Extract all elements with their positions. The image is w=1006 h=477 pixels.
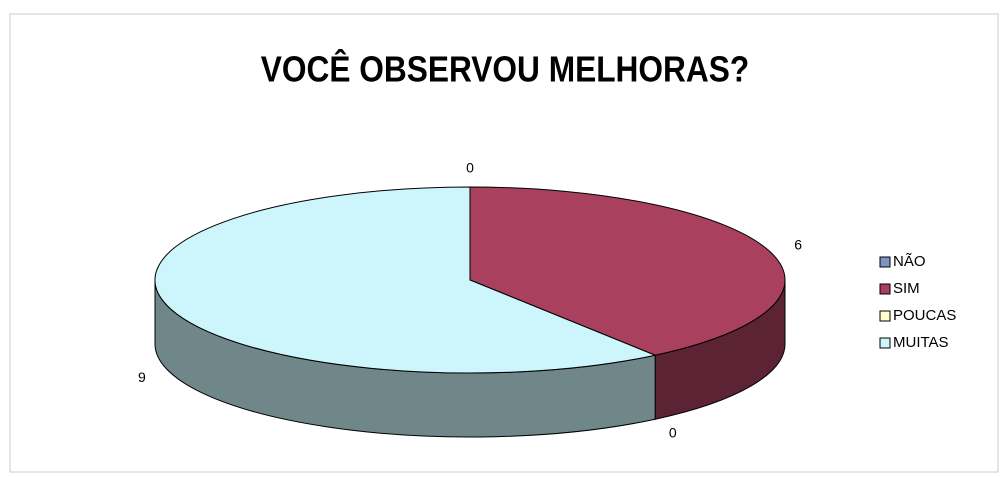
legend-label: SIM: [893, 280, 920, 297]
data-label: 0: [669, 425, 677, 441]
legend-swatch: [879, 310, 891, 322]
legend-label: MUITAS: [893, 334, 949, 351]
slice-top: [469, 186, 786, 356]
legend-swatch: [879, 337, 891, 349]
legend-label: NÃO: [893, 253, 926, 270]
legend-label: POUCAS: [893, 307, 956, 324]
data-label: 9: [138, 369, 146, 385]
data-label: 6: [794, 236, 802, 252]
chart-title: VOCÊ OBSERVOU MELHORAS?: [261, 50, 749, 90]
legend-swatch: [879, 283, 891, 295]
data-label: 0: [466, 160, 474, 176]
legend-swatch: [879, 256, 891, 268]
slice-top: [154, 186, 657, 374]
